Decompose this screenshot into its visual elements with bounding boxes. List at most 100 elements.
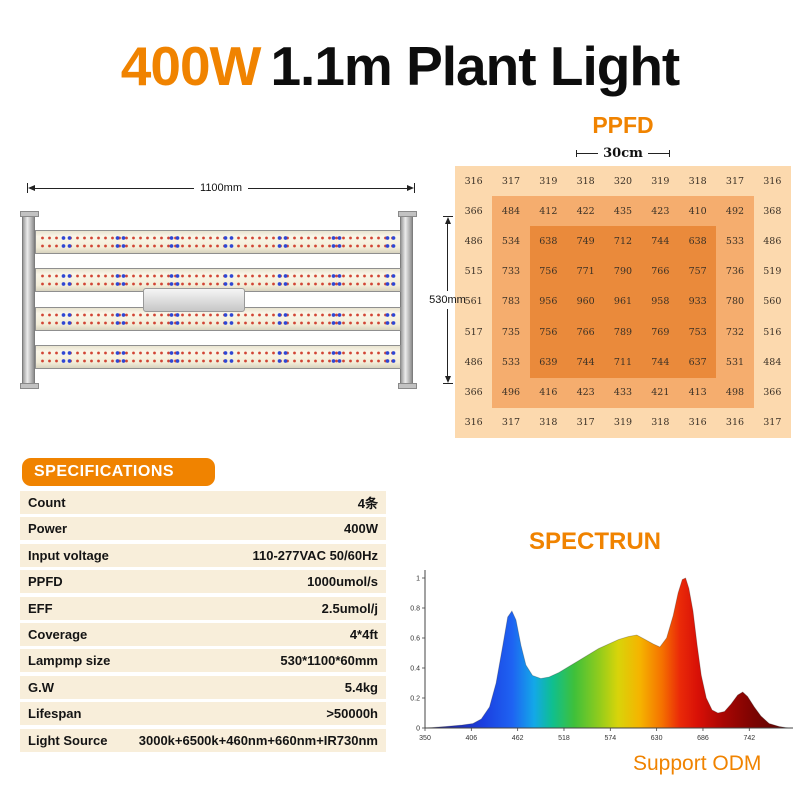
- ppfd-cell: 789: [604, 317, 642, 348]
- ppfd-cell: 317: [492, 166, 530, 197]
- fixture-height-label: 530mm: [429, 294, 466, 306]
- svg-text:0.2: 0.2: [410, 696, 420, 703]
- spec-label: Count: [28, 495, 66, 510]
- ppfd-cell: 410: [678, 196, 717, 227]
- ppfd-cell: 316: [455, 407, 493, 438]
- dim-arrow-left-icon: [28, 185, 35, 191]
- ppfd-cell: 492: [716, 196, 754, 227]
- ppfd-cell: 769: [641, 317, 679, 348]
- svg-text:0: 0: [416, 726, 420, 733]
- ppfd-cell: 757: [678, 256, 717, 287]
- ppfd-cell: 780: [716, 286, 754, 318]
- spec-label: Light Source: [28, 732, 108, 748]
- spec-value: 400W: [344, 521, 378, 537]
- ppfd-cell: 749: [566, 226, 605, 257]
- scale-line-right: [647, 150, 670, 157]
- ppfd-cell: 766: [566, 317, 605, 348]
- spec-row: Coverage 4*4ft: [20, 622, 386, 646]
- led-bar: [35, 345, 401, 369]
- ppfd-cell: 933: [678, 286, 717, 318]
- fixture-rail-right: [398, 211, 417, 389]
- spec-value: 4条: [357, 496, 378, 511]
- height-dimension: 530mm: [427, 216, 468, 384]
- driver-box: [143, 288, 245, 312]
- ppfd-cell: 783: [492, 286, 530, 318]
- ppfd-cell: 766: [641, 256, 679, 287]
- spec-value: >50000h: [326, 706, 378, 722]
- spec-label: PPFD: [28, 574, 63, 590]
- page-title: 400W 1.1m Plant Light: [0, 34, 800, 98]
- ppfd-cell: 366: [455, 377, 493, 408]
- ppfd-cell: 958: [641, 286, 679, 318]
- spec-row: G.W 5.4kg: [20, 675, 386, 699]
- ppfd-cell: 771: [566, 256, 605, 287]
- svg-text:0.8: 0.8: [410, 606, 420, 613]
- spec-value: 5.4kg: [344, 679, 378, 695]
- ppfd-cell: 712: [604, 226, 642, 257]
- fixture-rail-left: [20, 211, 39, 389]
- ppfd-cell: 484: [753, 347, 791, 378]
- ppfd-cell: 960: [566, 286, 605, 318]
- specifications-header: SPECIFICATIONS: [22, 458, 215, 486]
- ppfd-cell: 711: [604, 347, 642, 378]
- svg-text:574: 574: [604, 735, 616, 742]
- ppfd-cell: 422: [566, 196, 605, 227]
- ppfd-cell: 956: [529, 286, 567, 318]
- ppfd-cell: 638: [529, 226, 567, 257]
- ppfd-cell: 319: [641, 166, 679, 197]
- ppfd-distance-label: 30cm: [603, 146, 643, 161]
- dim-endtick: [27, 183, 28, 193]
- ppfd-cell: 560: [753, 286, 791, 318]
- svg-text:350: 350: [419, 735, 431, 742]
- ppfd-cell: 756: [529, 317, 567, 348]
- ppfd-cell: 519: [753, 256, 791, 287]
- width-dimension: 1100mm: [27, 182, 416, 194]
- ppfd-cell: 318: [566, 166, 605, 197]
- spec-label: Lampmp size: [28, 653, 111, 669]
- ppfd-cell: 317: [492, 407, 530, 438]
- ppfd-cell: 484: [492, 196, 530, 227]
- dim-line: [35, 187, 195, 189]
- ppfd-cell: 498: [716, 377, 754, 408]
- fixture-width-label: 1100mm: [200, 182, 242, 194]
- spec-row: Lampmp size 530*1100*60mm: [20, 649, 386, 673]
- dim-line: [447, 309, 448, 376]
- ppfd-cell: 733: [492, 256, 530, 287]
- spec-row: PPFD 1000umol/s: [20, 570, 386, 594]
- ppfd-heading: PPFD: [592, 112, 654, 138]
- ppfd-cell: 533: [492, 347, 530, 378]
- dim-line: [248, 187, 408, 189]
- ppfd-cell: 318: [641, 407, 679, 438]
- ppfd-cell: 316: [455, 166, 493, 197]
- spec-value: 1000umol/s: [307, 574, 378, 590]
- ppfd-cell: 638: [678, 226, 717, 257]
- ppfd-cell: 790: [604, 256, 642, 287]
- ppfd-cell: 319: [529, 166, 567, 197]
- spectrum-area: [424, 577, 790, 729]
- spec-value: 2.5umol/j: [321, 600, 378, 616]
- spec-row: Input voltage 110-277VAC 50/60Hz: [20, 543, 386, 567]
- spec-row: Lifespan >50000h: [20, 702, 386, 726]
- spectrum-heading: SPECTRUN: [528, 528, 661, 555]
- dim-endtick: [442, 383, 453, 384]
- title-name: 1.1m Plant Light: [270, 35, 680, 97]
- ppfd-cell: 486: [753, 226, 791, 257]
- ppfd-grid: 316 317 319 318 320 319 318 317 316 366 484 412 422 4…: [455, 166, 791, 438]
- ppfd-cell: 412: [529, 196, 567, 227]
- spectrum-axes: 0 0.2 0.4 0.6 0.8 1 350 406 462 518 574 630 686 742: [410, 570, 793, 742]
- spec-label: EFF: [28, 600, 53, 616]
- svg-text:0.4: 0.4: [410, 666, 420, 673]
- spec-value: 530*1100*60mm: [280, 653, 378, 669]
- ppfd-cell: 320: [604, 166, 642, 197]
- ppfd-cell: 744: [641, 226, 679, 257]
- svg-text:630: 630: [651, 735, 663, 742]
- ppfd-cell: 961: [604, 286, 642, 318]
- dim-arrow-right-icon: [407, 185, 415, 191]
- ppfd-cell: 534: [492, 226, 530, 257]
- ppfd-cell: 639: [529, 347, 567, 378]
- ppfd-cell: 531: [716, 347, 754, 378]
- ppfd-cell: 435: [604, 196, 642, 227]
- ppfd-cell: 316: [716, 407, 754, 438]
- title-wattage: 400W: [120, 35, 262, 97]
